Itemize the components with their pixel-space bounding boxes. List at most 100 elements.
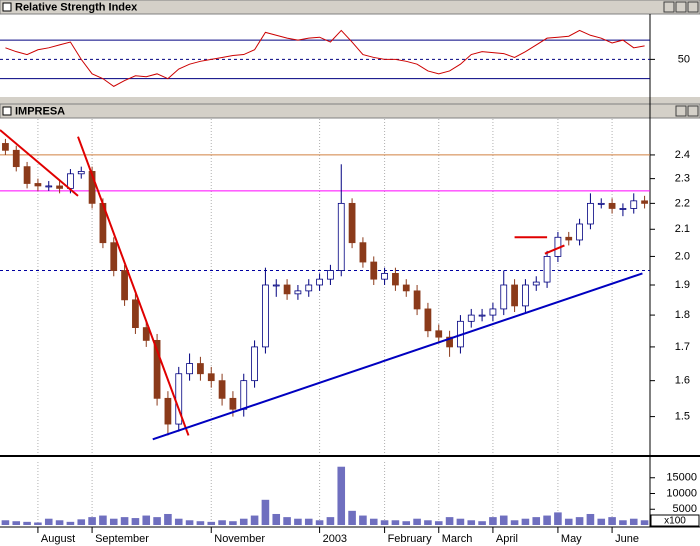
- candle-body: [283, 284, 291, 295]
- volume-bar: [478, 521, 486, 525]
- volume-bar: [66, 521, 75, 525]
- candle-body: [2, 143, 9, 151]
- rsi-line: [5, 29, 645, 87]
- volume-bar: [23, 521, 31, 525]
- candle-body: [630, 200, 638, 209]
- candle-body: [12, 149, 20, 168]
- y-tick-label: 1.7: [675, 341, 690, 353]
- candle-body: [67, 173, 74, 189]
- candle-body: [316, 278, 323, 286]
- volume-bar: [402, 521, 411, 525]
- candle-body: [359, 242, 367, 263]
- volume-bar: [369, 518, 378, 525]
- volume-bar: [164, 513, 172, 525]
- close-button[interactable]: [687, 105, 699, 117]
- candle-body: [23, 166, 31, 184]
- y-tick-label: 50: [678, 53, 690, 65]
- x-tick-label: May: [561, 533, 582, 545]
- y-tick-label: 1.8: [675, 309, 690, 321]
- volume-bar: [359, 515, 367, 525]
- candle-body: [132, 299, 139, 328]
- unit-box: [650, 514, 700, 527]
- candle-body: [251, 346, 258, 382]
- volume-bar: [521, 518, 530, 525]
- volume-bar: [34, 522, 42, 525]
- candle-body: [110, 242, 118, 271]
- y-tick-label: 10000: [666, 487, 697, 499]
- candle-body: [500, 284, 508, 310]
- panel-icon: [2, 106, 12, 116]
- frames: [0, 0, 700, 528]
- volume-bar: [543, 515, 551, 525]
- volume-bar: [44, 518, 53, 525]
- volume-bar: [608, 517, 616, 525]
- candle-body: [197, 363, 204, 375]
- y-tick-label: 2.2: [675, 197, 690, 209]
- candle-body: [272, 284, 280, 287]
- candle-body: [489, 308, 497, 316]
- candle-body: [337, 202, 345, 271]
- y-tick-label: 15000: [666, 472, 697, 484]
- candle-body: [88, 171, 96, 204]
- volume-bar: [239, 518, 248, 525]
- candle-body: [576, 223, 583, 241]
- candle-body: [327, 270, 334, 280]
- candle-body: [587, 202, 594, 225]
- candle-body: [240, 380, 248, 410]
- trend-line: [0, 129, 79, 197]
- minimize-button[interactable]: [663, 1, 675, 13]
- unit-label: x100: [664, 516, 686, 527]
- splitter: [0, 97, 700, 104]
- candle-body: [532, 281, 540, 286]
- volume-bar: [196, 521, 205, 525]
- volume-bar: [619, 520, 627, 525]
- y-tick-label: 1.6: [675, 375, 690, 387]
- volume-bar: [272, 513, 281, 525]
- volume-bar: [629, 518, 638, 525]
- candle-body: [413, 290, 421, 310]
- candle-body: [370, 261, 378, 280]
- x-tick-label: 2003: [323, 533, 347, 545]
- candle-body: [522, 284, 529, 307]
- volume-bar: [304, 518, 313, 525]
- candle-body: [478, 314, 486, 317]
- candle-body: [446, 336, 453, 348]
- volume-bar: [456, 518, 465, 525]
- x-tick-label: August: [41, 533, 75, 545]
- volume-bar: [434, 521, 443, 525]
- candle-body: [511, 284, 518, 307]
- volume-bar: [510, 520, 519, 525]
- candle-body: [153, 339, 161, 399]
- x-tick-label: March: [442, 533, 473, 545]
- volume-bar: [413, 518, 421, 525]
- candle-body: [402, 284, 410, 292]
- candle-body: [424, 308, 432, 332]
- volume-bar: [283, 517, 291, 525]
- close-button[interactable]: [687, 1, 699, 13]
- volume-bar: [250, 515, 259, 525]
- volume-bar: [229, 521, 237, 525]
- candle-body: [435, 330, 443, 338]
- candle-body: [218, 380, 226, 399]
- volume-bar: [261, 499, 270, 525]
- panel-title: IMPRESA: [15, 105, 65, 117]
- volume-bar: [380, 520, 389, 525]
- volume-bar: [131, 518, 140, 525]
- candle-body: [608, 202, 616, 209]
- candle-body: [229, 397, 237, 410]
- maximize-button[interactable]: [675, 1, 687, 13]
- x-tick-label: November: [214, 533, 265, 545]
- y-tick-label: 2.1: [675, 223, 690, 235]
- candle-body: [45, 185, 53, 188]
- volume-bar: [120, 517, 129, 525]
- candle-body: [543, 256, 551, 283]
- candle-body: [381, 272, 388, 280]
- candle-body: [294, 290, 302, 295]
- maximize-button[interactable]: [675, 105, 687, 117]
- volume-bar: [12, 521, 21, 525]
- volume-bar: [218, 520, 226, 525]
- volume-bar: [640, 520, 649, 525]
- trend-line: [544, 244, 565, 255]
